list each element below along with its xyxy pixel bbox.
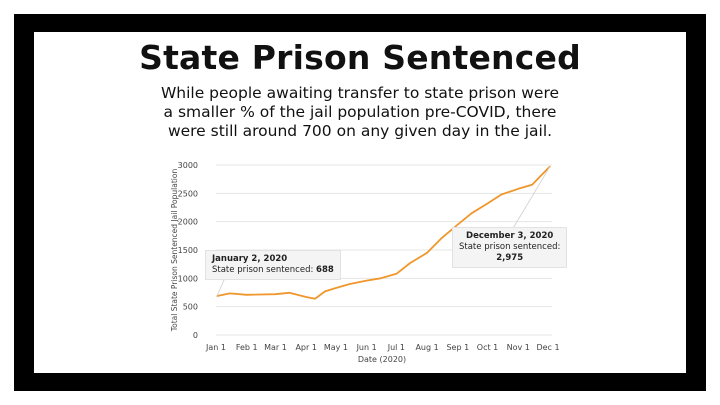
data-point (229, 292, 231, 294)
x-tick-label: Jun 1 (356, 343, 377, 352)
subtitle-line: a smaller % of the jail population pre-C… (163, 103, 557, 121)
data-point (409, 262, 411, 264)
x-axis-title: Date (2020) (358, 355, 406, 364)
subtitle-line: were still around 700 on any given day i… (167, 122, 553, 140)
annotation-leader (511, 166, 551, 231)
y-tick-label: 1500 (178, 246, 198, 255)
data-point (395, 273, 397, 275)
callout-december: December 3, 2020 State prison sentenced:… (452, 227, 568, 268)
data-point (305, 296, 307, 298)
data-point (426, 252, 428, 254)
callout-date: January 2, 2020 (212, 254, 288, 264)
x-tick-label: Aug 1 (415, 343, 438, 352)
data-point (246, 294, 248, 296)
x-tick-label: Dec 1 (536, 343, 559, 352)
callout-value: 2,975 (496, 253, 524, 263)
x-tick-label: Feb 1 (236, 343, 258, 352)
data-point (259, 293, 262, 296)
callout-january: January 2, 2020 State prison sentenced: … (205, 250, 341, 280)
y-axis-title: Total State Prison Sentenced Jail Popula… (170, 169, 179, 333)
y-tick-label: 1000 (178, 274, 198, 283)
x-tick-label: Apr 1 (295, 343, 316, 352)
data-point (440, 238, 442, 240)
callout-text: State prison sentenced: (212, 265, 317, 275)
slide: State Prison Sentenced While people awai… (34, 32, 686, 373)
y-tick-label: 500 (183, 303, 198, 312)
x-tick-label: Oct 1 (477, 343, 498, 352)
y-tick-label: 2500 (178, 189, 198, 198)
subtitle-line: While people awaiting transfer to state … (160, 84, 560, 102)
data-point (531, 184, 533, 186)
y-tick-label: 3000 (178, 161, 198, 170)
data-point (500, 193, 503, 196)
x-tick-label: Jul 1 (387, 343, 405, 352)
x-tick-label: Jan 1 (205, 343, 226, 352)
data-point (471, 212, 473, 214)
slide-title: State Prison Sentenced (139, 38, 581, 77)
series-line (216, 165, 551, 300)
x-tick-label: Sep 1 (446, 343, 469, 352)
x-tick-label: Mar 1 (264, 343, 287, 352)
y-tick-label: 2000 (178, 218, 198, 227)
data-point (457, 223, 459, 226)
data-point (349, 283, 351, 285)
x-tick-label: Nov 1 (507, 343, 530, 352)
data-point (274, 293, 277, 295)
slide-subtitle: While people awaiting transfer to state … (34, 84, 686, 141)
y-tick-label: 0 (193, 331, 198, 340)
data-point (366, 280, 368, 282)
data-point (288, 292, 290, 294)
data-point (517, 188, 519, 190)
data-point (335, 287, 337, 289)
callout-text: State prison sentenced: (459, 242, 561, 252)
x-tick-label: May 1 (324, 343, 348, 352)
callout-value: 688 (316, 265, 334, 275)
data-point (379, 277, 382, 279)
data-point (314, 298, 316, 300)
data-point (486, 202, 489, 205)
data-point (324, 290, 326, 292)
callout-date: December 3, 2020 (466, 231, 554, 241)
